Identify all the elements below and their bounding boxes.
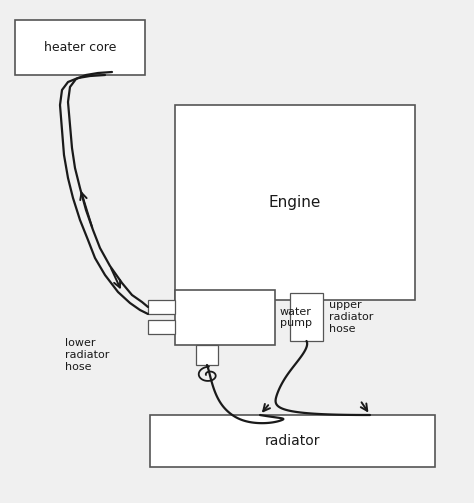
Bar: [196, 345, 218, 365]
Text: Engine: Engine: [269, 195, 321, 210]
Bar: [148, 300, 175, 314]
Bar: [290, 293, 323, 341]
Text: upper
radiator
hose: upper radiator hose: [329, 300, 374, 333]
Bar: [175, 105, 415, 300]
Bar: [148, 320, 175, 334]
Bar: [175, 290, 275, 345]
Text: heater core: heater core: [44, 41, 116, 54]
Text: radiator: radiator: [265, 434, 320, 448]
Bar: [150, 415, 435, 467]
Bar: [15, 20, 145, 75]
Text: lower
radiator
hose: lower radiator hose: [65, 339, 109, 372]
Text: water
pump: water pump: [280, 307, 312, 328]
